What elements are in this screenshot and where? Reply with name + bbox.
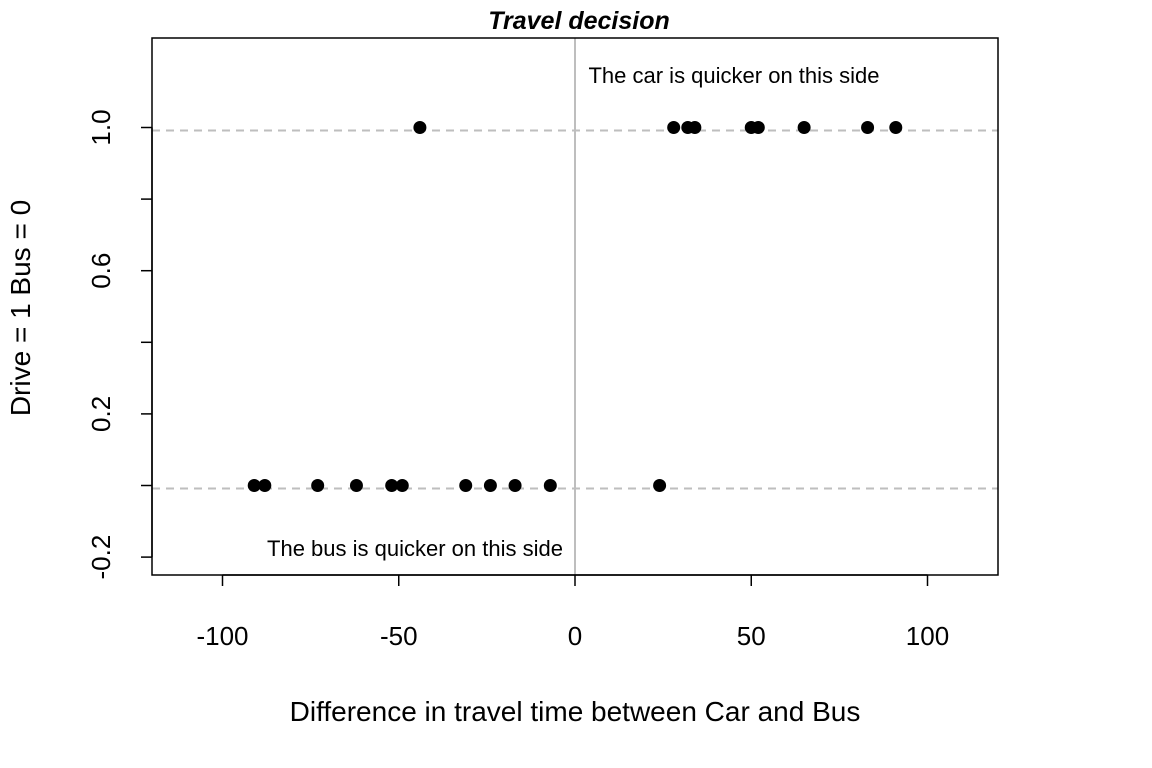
data-point-13 (385, 479, 399, 492)
annotation-bus-quicker: The bus is quicker on this side (267, 536, 563, 561)
x-tick-label-4: 100 (906, 621, 949, 651)
data-points (247, 121, 903, 492)
data-point-1 (667, 121, 681, 134)
x-tick-label-3: 50 (737, 621, 766, 651)
y-tick-label-4: 0.6 (86, 253, 116, 289)
x-axis: -100 -50 0 50 100 (196, 574, 949, 651)
data-point-12 (349, 479, 363, 492)
data-point-18 (543, 479, 557, 492)
x-tick-label-0: -100 (196, 621, 248, 651)
data-point-7 (861, 121, 875, 134)
reference-lines (152, 38, 998, 575)
chart-title: Travel decision (488, 7, 670, 35)
x-tick-label-1: -50 (380, 621, 418, 651)
y-tick-label-6: 1.0 (86, 109, 116, 145)
data-point-9 (247, 479, 261, 492)
data-point-0 (413, 121, 427, 134)
data-point-16 (483, 479, 497, 492)
data-point-8 (889, 121, 903, 134)
data-point-15 (459, 479, 473, 492)
data-point-11 (311, 479, 325, 492)
data-point-3 (688, 121, 702, 134)
data-point-5 (751, 121, 765, 134)
data-point-17 (508, 479, 522, 492)
data-point-19 (653, 479, 667, 492)
data-point-10 (258, 479, 272, 492)
x-tick-label-2: 0 (568, 621, 582, 651)
y-axis-title: Drive = 1 Bus = 0 (5, 200, 36, 416)
y-axis: -0.2 0.2 0.6 1.0 (86, 109, 153, 580)
y-tick-label-0: -0.2 (86, 535, 116, 580)
data-point-6 (797, 121, 811, 134)
x-axis-title: Difference in travel time between Car an… (290, 696, 861, 727)
data-point-14 (395, 479, 409, 492)
y-tick-label-2: 0.2 (86, 396, 116, 432)
annotation-car-quicker: The car is quicker on this side (588, 63, 879, 88)
